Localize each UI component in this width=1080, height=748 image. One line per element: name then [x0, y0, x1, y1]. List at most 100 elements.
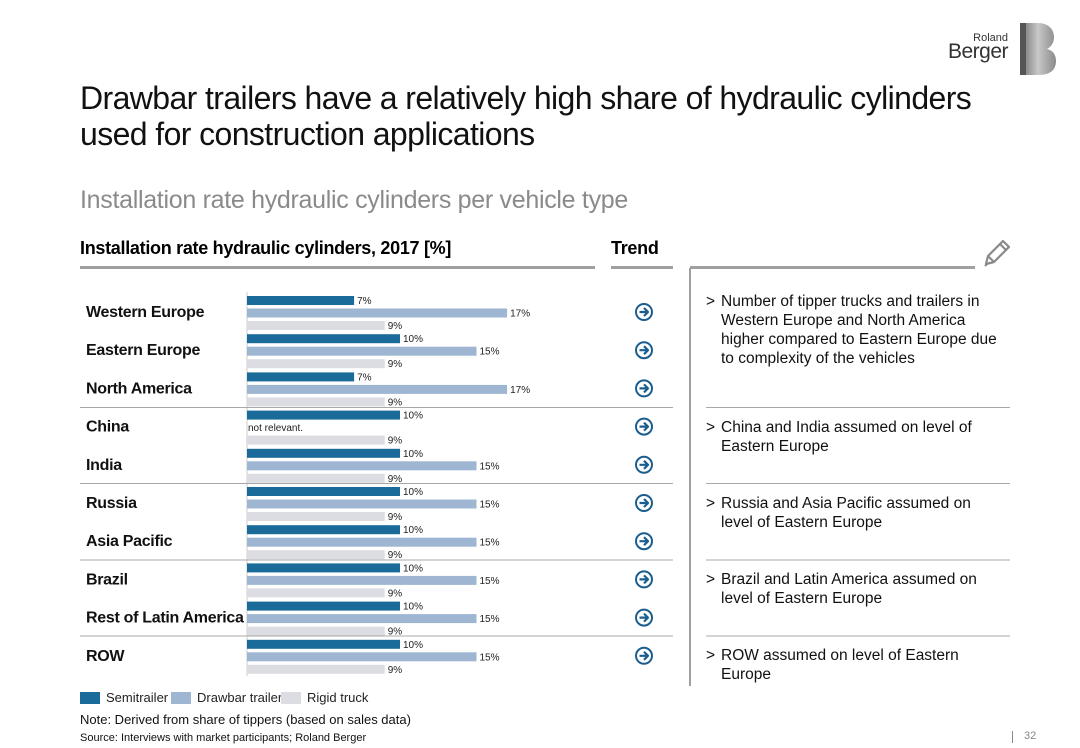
bar-rest-of-latin-america-s1: [247, 614, 477, 624]
comment-1-bullet: >: [706, 293, 716, 310]
page-subtitle: Installation rate hydraulic cylinders pe…: [80, 186, 628, 214]
category-label-russia: Russia: [86, 495, 137, 512]
trend-arrow-western-europe: [639, 307, 650, 317]
category-label-north-america: North America: [86, 380, 192, 397]
category-label-row: ROW: [86, 648, 125, 665]
data-label-india-s2: 9%: [388, 474, 403, 485]
comment-5: > ROW assumed on level of Eastern Europe: [706, 646, 1006, 684]
data-label-asia-pacific-s1: 15%: [480, 538, 500, 549]
legend-swatch-semitrailer: [80, 692, 100, 704]
trend-heading: Trend: [611, 238, 659, 258]
comment-5-text: ROW assumed on level of Eastern Europe: [721, 647, 959, 683]
trend-arrow-brazil: [639, 574, 650, 585]
category-label-western-europe: Western Europe: [86, 304, 205, 321]
data-label-china-s1: not relevant.: [248, 423, 303, 434]
data-label-western-europe-s0: 7%: [357, 296, 372, 307]
data-label-row-s1: 15%: [480, 652, 500, 663]
comment-2-text: China and India assumed on level of East…: [721, 419, 972, 455]
page-title: Drawbar trailers have a relatively high …: [80, 80, 972, 152]
comment-4-bullet: >: [706, 571, 716, 588]
data-label-eastern-europe-s1: 15%: [480, 347, 500, 358]
chart-heading: Installation rate hydraulic cylinders, 2…: [80, 238, 452, 258]
page-number-divider: [1012, 731, 1013, 743]
trend-arrow-north-america: [639, 383, 650, 394]
legend-label-rigid: Rigid truck: [307, 690, 369, 705]
trend-icon-rest-of-latin-america: [635, 608, 653, 627]
data-label-rest-of-latin-america-s1: 15%: [480, 614, 500, 625]
data-label-asia-pacific-s2: 9%: [388, 550, 403, 561]
data-label-rest-of-latin-america-s0: 10%: [403, 602, 423, 613]
trend-heading-underline: [611, 266, 673, 269]
trend-arrow-russia: [639, 498, 650, 508]
data-label-western-europe-s2: 9%: [388, 321, 403, 332]
category-label-asia-pacific: Asia Pacific: [86, 533, 173, 550]
data-label-rest-of-latin-america-s2: 9%: [388, 627, 403, 638]
data-label-eastern-europe-s2: 9%: [388, 359, 403, 370]
data-label-india-s1: 15%: [480, 461, 500, 472]
comment-5-bullet: >: [706, 647, 716, 664]
comment-4-text: Brazil and Latin America assumed on leve…: [721, 571, 977, 607]
bar-russia-s1: [247, 499, 477, 509]
bar-rest-of-latin-america-s0: [247, 601, 400, 611]
data-label-row-s0: 10%: [403, 640, 423, 651]
trend-icon-india: [635, 455, 653, 474]
comments-heading-underline: [690, 266, 975, 269]
trend-icon-north-america: [635, 379, 653, 398]
bar-india-s0: [247, 448, 400, 458]
comment-1-text: Number of tipper trucks and trailers in …: [721, 293, 997, 367]
bar-china-s0: [247, 410, 400, 420]
bar-india-s1: [247, 461, 477, 471]
legend-swatch-rigid: [281, 692, 301, 704]
data-label-brazil-s2: 9%: [388, 588, 403, 599]
comment-1: > Number of tipper trucks and trailers i…: [706, 292, 1006, 368]
bar-asia-pacific-s0: [247, 525, 400, 535]
bar-row-s2: [247, 664, 385, 674]
bar-north-america-s1: [247, 384, 508, 394]
logo-b-mark: [1020, 23, 1056, 75]
data-label-russia-s1: 15%: [480, 500, 500, 511]
bar-row-s0: [247, 639, 400, 649]
trend-arrow-china: [639, 421, 650, 432]
category-label-eastern-europe: Eastern Europe: [86, 342, 200, 359]
comment-2-bullet: >: [706, 419, 716, 436]
category-label-rest-of-latin-america: Rest of Latin America: [86, 610, 244, 627]
trend-arrow-india: [639, 460, 650, 470]
data-label-north-america-s0: 7%: [357, 372, 372, 383]
trend-arrow-row: [639, 651, 650, 661]
data-label-asia-pacific-s0: 10%: [403, 525, 423, 536]
logo-line1: Roland: [973, 32, 1008, 44]
trend-icon-eastern-europe: [635, 341, 653, 360]
bar-russia-s2: [247, 512, 385, 521]
trend-icon-western-europe: [635, 303, 653, 321]
roland-berger-logo: Roland Berger: [944, 22, 1056, 76]
comment-3: > Russia and Asia Pacific assumed on lev…: [706, 494, 1006, 532]
data-label-eastern-europe-s0: 10%: [403, 334, 423, 345]
logo-line2: Berger: [947, 40, 1009, 63]
comment-4: > Brazil and Latin America assumed on le…: [706, 570, 1006, 608]
bar-asia-pacific-s2: [247, 550, 385, 560]
comment-3-bullet: >: [706, 495, 716, 512]
data-label-western-europe-s1: 17%: [510, 309, 530, 320]
legend-label-semitrailer: Semitrailer: [106, 690, 169, 705]
category-label-india: India: [86, 457, 122, 474]
trend-icon-china: [635, 417, 653, 436]
trend-icon-row: [635, 646, 653, 665]
data-label-russia-s0: 10%: [403, 487, 423, 498]
data-label-china-s0: 10%: [403, 411, 423, 422]
chart-heading-underline: [80, 266, 595, 269]
pencil-icon: [984, 239, 1011, 267]
bar-western-europe-s0: [247, 296, 355, 305]
page-number: 32: [1024, 730, 1037, 742]
data-label-north-america-s1: 17%: [510, 385, 530, 396]
source-note: Source: Interviews with market participa…: [80, 732, 367, 744]
bar-brazil-s2: [247, 588, 385, 598]
data-label-russia-s2: 9%: [388, 512, 403, 523]
bar-western-europe-s1: [247, 308, 508, 318]
bar-rest-of-latin-america-s2: [247, 626, 385, 636]
bar-western-europe-s2: [247, 321, 385, 330]
bar-north-america-s2: [247, 397, 385, 407]
trend-icon-russia: [635, 494, 653, 512]
trend-arrow-asia-pacific: [639, 536, 650, 546]
bar-brazil-s1: [247, 575, 477, 585]
bar-brazil-s0: [247, 563, 400, 573]
